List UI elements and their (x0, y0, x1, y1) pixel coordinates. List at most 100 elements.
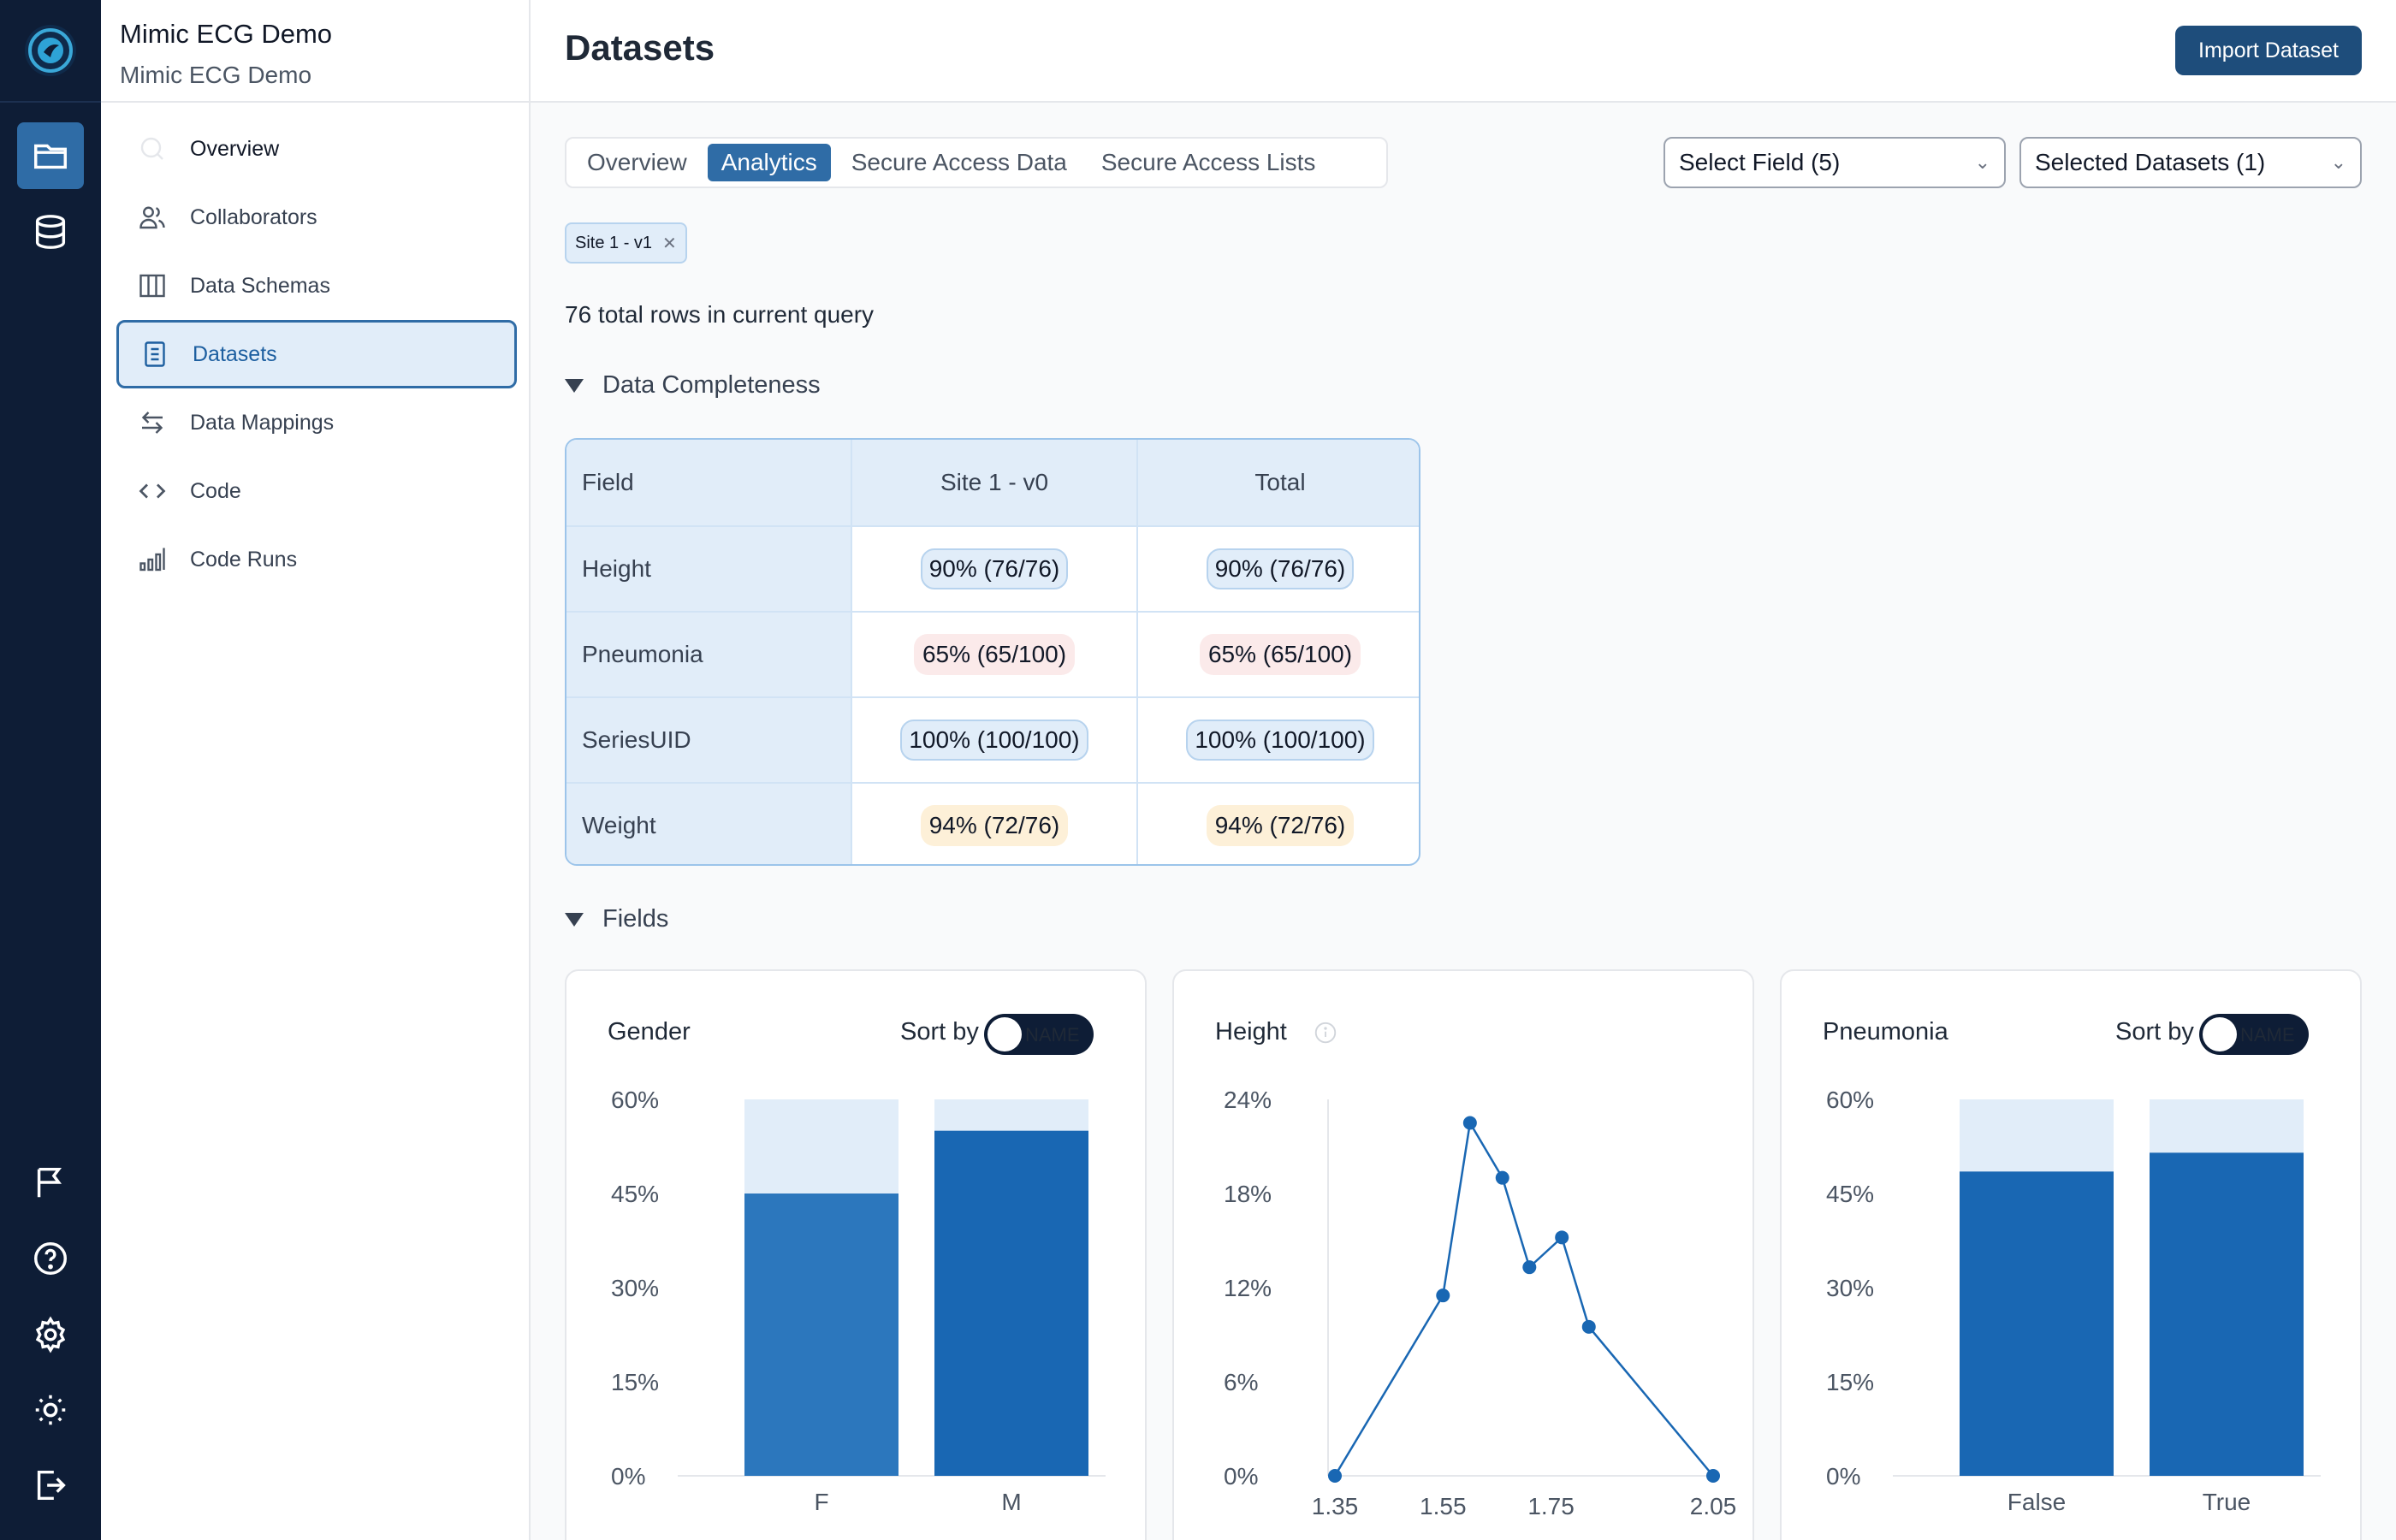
nav-item-datasets[interactable]: Datasets (116, 320, 517, 388)
view-tabs: Overview Analytics Secure Access Data Se… (565, 137, 1388, 188)
nav-label: Overview (190, 136, 280, 161)
folder-icon (34, 144, 67, 169)
bar-chart-icon (135, 542, 169, 577)
gear-icon (35, 1316, 66, 1353)
side-navigation: Mimic ECG Demo Mimic ECG Demo Overview C… (101, 0, 531, 1540)
close-icon[interactable]: ✕ (662, 234, 677, 253)
sort-toggle[interactable]: NAME (2199, 1014, 2309, 1055)
data-point (1555, 1230, 1569, 1245)
x-tick-label: False (2008, 1489, 2066, 1515)
caret-down-icon (565, 912, 584, 927)
code-icon (135, 474, 169, 508)
completeness-table: Field Site 1 - v0 Total Height 90% (76/7… (565, 438, 1420, 866)
completeness-badge: 65% (65/100) (913, 634, 1076, 675)
nav-item-data-mappings[interactable]: Data Mappings (116, 388, 517, 457)
users-icon (135, 200, 169, 234)
tab-overview[interactable]: Overview (587, 149, 687, 175)
org-name: Mimic ECG Demo (120, 19, 333, 49)
table-row: Weight 94% (72/76) 94% (72/76) (566, 782, 1419, 864)
y-tick-label: 45% (1826, 1181, 1874, 1207)
datasets-rail-button[interactable] (17, 122, 84, 189)
arrows-swap-icon (135, 406, 169, 440)
x-tick-label: 1.55 (1420, 1493, 1467, 1519)
flag-rail-button[interactable] (17, 1149, 84, 1216)
page-title: Datasets (565, 27, 715, 68)
completeness-badge: 90% (76/76) (920, 548, 1069, 589)
help-rail-button[interactable] (17, 1225, 84, 1292)
database-rail-button[interactable] (17, 198, 84, 265)
y-tick-label: 24% (1224, 1087, 1272, 1113)
logout-rail-button[interactable] (17, 1452, 84, 1519)
y-tick-label: 12% (1224, 1275, 1272, 1301)
data-point (1436, 1288, 1450, 1303)
bar (1960, 1171, 2114, 1476)
data-point (1706, 1469, 1720, 1483)
info-icon[interactable] (1313, 1020, 1338, 1045)
data-point (1328, 1469, 1342, 1483)
help-icon (34, 1242, 67, 1275)
sort-toggle[interactable]: NAME (984, 1014, 1094, 1055)
x-tick-label: 1.75 (1527, 1493, 1575, 1519)
completeness-badge: 94% (72/76) (1206, 805, 1355, 846)
chevron-down-icon: ⌄ (2330, 151, 2346, 173)
data-point (1522, 1260, 1537, 1275)
chip-label: Site 1 - v1 (575, 233, 653, 252)
bar (934, 1130, 1088, 1476)
columns-icon (135, 269, 169, 303)
nav-label: Data Schemas (190, 273, 330, 298)
nav-item-overview[interactable]: Overview (116, 115, 517, 183)
fields-section-toggle[interactable]: Fields (565, 905, 668, 933)
field-cell: SeriesUID (566, 698, 851, 782)
data-completeness-toggle[interactable]: Data Completeness (565, 371, 821, 400)
settings-rail-button[interactable] (17, 1301, 84, 1368)
section-title: Data Completeness (602, 371, 821, 399)
tab-secure-access-data[interactable]: Secure Access Data (851, 149, 1067, 175)
completeness-badge: 90% (76/76) (1206, 548, 1355, 589)
select-field-dropdown[interactable]: Select Field (5) ⌄ (1664, 137, 2006, 188)
app-logo-icon[interactable] (25, 25, 76, 76)
x-tick-label: M (1001, 1489, 1021, 1515)
data-point (1462, 1116, 1477, 1130)
selected-datasets-value: Selected Datasets (1) (2035, 149, 2266, 175)
tab-analytics[interactable]: Analytics (707, 144, 831, 181)
nav-item-code-runs[interactable]: Code Runs (116, 525, 517, 594)
bar (744, 1194, 898, 1476)
selected-datasets-dropdown[interactable]: Selected Datasets (1) ⌄ (2019, 137, 2362, 188)
toggle-label: NAME (2240, 1024, 2295, 1045)
column-header: Total (1136, 440, 1419, 525)
y-tick-label: 30% (1826, 1275, 1874, 1301)
y-tick-label: 45% (611, 1181, 659, 1207)
table-row: Height 90% (76/76) 90% (76/76) (566, 525, 1419, 611)
logout-icon (37, 1470, 66, 1501)
x-tick-label: True (2203, 1489, 2251, 1515)
y-tick-label: 15% (611, 1369, 659, 1395)
y-tick-label: 60% (1826, 1087, 1874, 1113)
chart-title: Gender (608, 1018, 691, 1045)
sort-by-label: Sort by (900, 1018, 979, 1045)
rail-divider (0, 101, 101, 103)
row-count-text: 76 total rows in current query (565, 301, 875, 328)
theme-rail-button[interactable] (17, 1377, 84, 1443)
tab-secure-access-lists[interactable]: Secure Access Lists (1100, 149, 1316, 175)
data-point (1581, 1319, 1596, 1334)
toggle-knob (987, 1017, 1022, 1051)
document-icon (138, 337, 172, 371)
completeness-badge: 100% (100/100) (900, 720, 1088, 761)
org-header[interactable]: Mimic ECG Demo Mimic ECG Demo (101, 0, 529, 103)
import-dataset-button[interactable]: Import Dataset (2175, 26, 2362, 75)
y-tick-label: 30% (611, 1275, 659, 1301)
chart-title: Pneumonia (1823, 1018, 1948, 1045)
nav-item-collaborators[interactable]: Collaborators (116, 183, 517, 252)
column-header: Site 1 - v0 (851, 440, 1136, 525)
y-tick-label: 60% (611, 1087, 659, 1113)
y-tick-label: 0% (1224, 1463, 1258, 1490)
page-header: Datasets Import Dataset (531, 0, 2396, 103)
section-title: Fields (602, 905, 669, 933)
nav-item-data-schemas[interactable]: Data Schemas (116, 252, 517, 320)
field-cell: Weight (566, 784, 851, 864)
gender-bar-chart: 60% 45% 30% 15% 0% F M (611, 1087, 1106, 1515)
field-cell: Height (566, 527, 851, 611)
toggle-knob (2203, 1017, 2237, 1051)
nav-item-code[interactable]: Code (116, 457, 517, 525)
org-subtitle: Mimic ECG Demo (120, 62, 312, 88)
